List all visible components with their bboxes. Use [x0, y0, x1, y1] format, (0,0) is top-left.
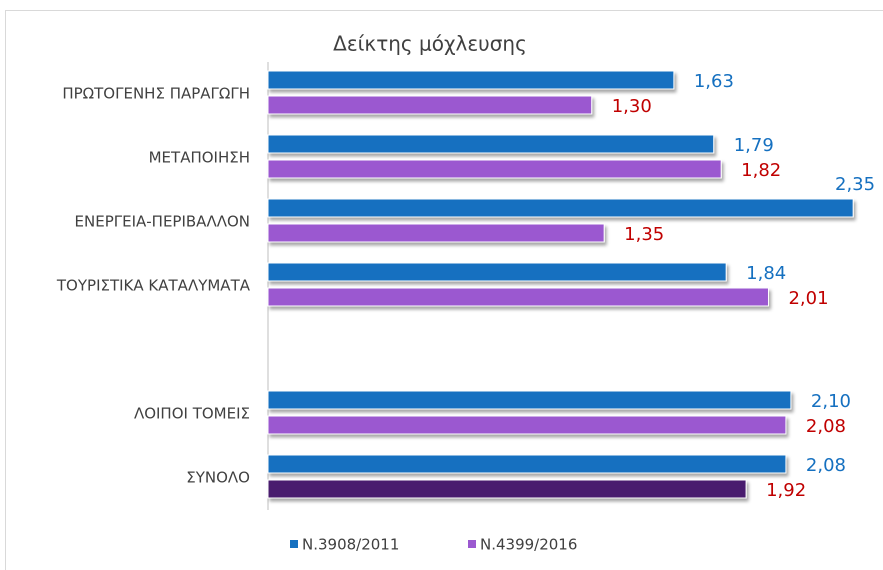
bar	[267, 223, 605, 243]
value-label: 1,84	[746, 263, 786, 284]
legend-swatch	[290, 540, 298, 548]
value-label: 1,30	[612, 96, 652, 117]
value-label: 2,35	[835, 174, 875, 195]
legend-label: Ν.3908/2011	[302, 536, 399, 554]
category-label: ΕΝΕΡΓΕΙΑ-ΠΕΡΙΒΑΛΛΟΝ	[75, 213, 250, 231]
bar	[267, 415, 787, 435]
bar	[267, 95, 593, 115]
bar	[267, 454, 787, 474]
chart-title: Δείκτης μόχλευσης	[333, 32, 527, 56]
legend-label: Ν.4399/2016	[480, 536, 577, 554]
category-label: ΣΥΝΟΛΟ	[186, 469, 250, 487]
bar	[267, 159, 722, 179]
bar	[267, 198, 854, 218]
bar	[267, 134, 715, 154]
value-label: 1,35	[624, 224, 664, 245]
value-label: 1,92	[766, 480, 806, 501]
legend-swatch	[468, 540, 476, 548]
value-label: 2,08	[806, 416, 846, 437]
category-label: ΤΟΥΡΙΣΤΙΚΑ ΚΑΤΑΛΥΜΑΤΑ	[56, 277, 251, 295]
value-label: 1,79	[734, 135, 774, 156]
bar	[267, 479, 747, 499]
bar	[267, 262, 727, 282]
bar	[267, 287, 769, 307]
value-label: 2,01	[788, 288, 828, 309]
category-label: ΜΕΤΑΠΟΙΗΣΗ	[149, 149, 250, 167]
value-label: 1,63	[694, 71, 734, 92]
value-label: 1,82	[741, 160, 781, 181]
bar	[267, 70, 675, 90]
category-label: ΛΟΙΠΟΙ ΤΟΜΕΙΣ	[134, 405, 250, 423]
value-label: 2,08	[806, 455, 846, 476]
category-label: ΠΡΩΤΟΓΕΝΗΣ ΠΑΡΑΓΩΓΗ	[62, 85, 250, 103]
bar	[267, 390, 792, 410]
value-label: 2,10	[811, 391, 851, 412]
